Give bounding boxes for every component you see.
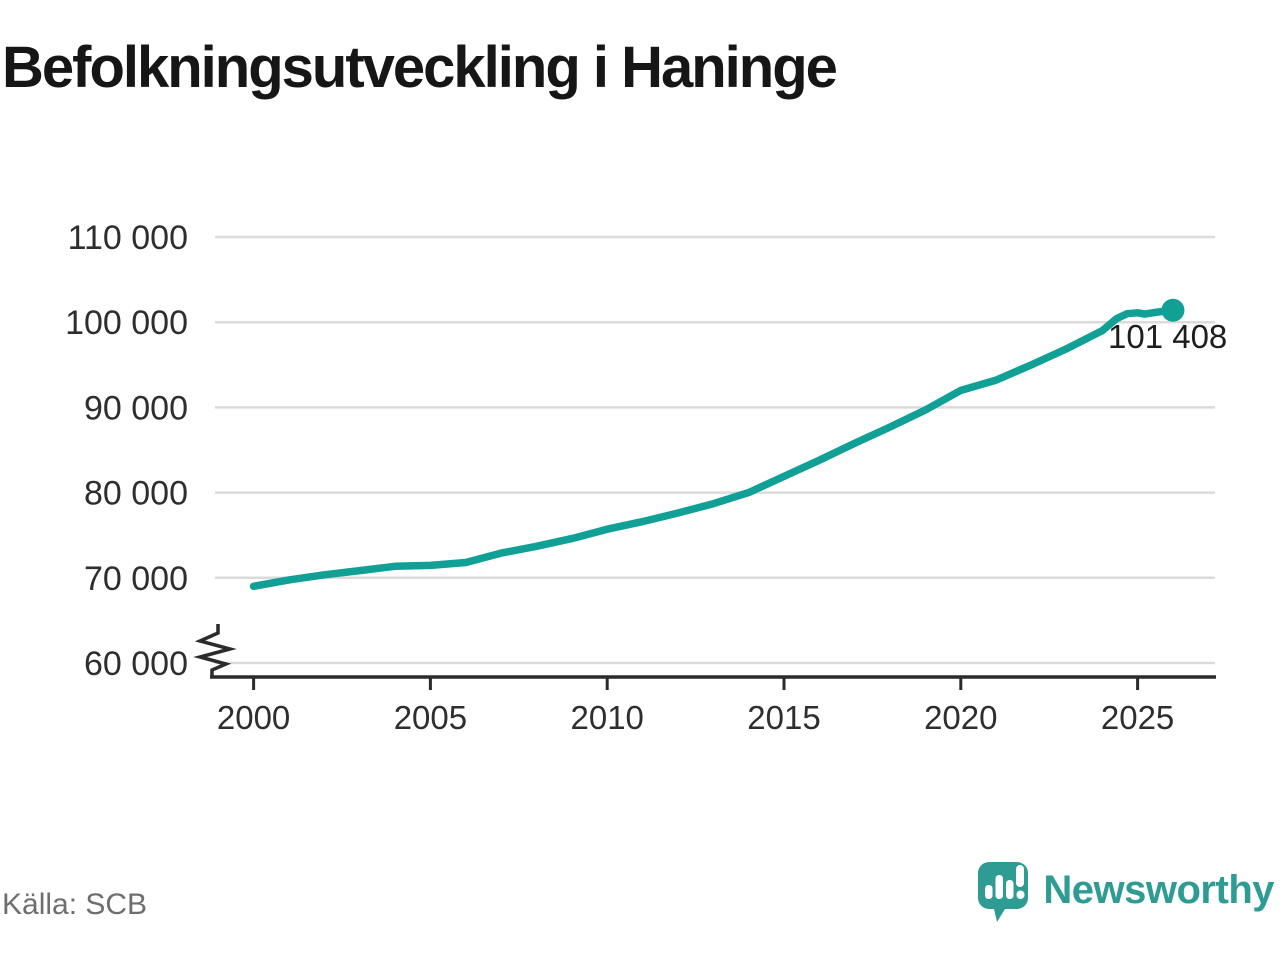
- bar-medium: [1006, 880, 1014, 899]
- x-axis-tick-label: 2005: [394, 699, 467, 736]
- population-line: [249, 306, 1177, 591]
- y-axis-tick-label: 90 000: [84, 389, 188, 427]
- last-point-marker: [1161, 298, 1185, 322]
- y-axis-tick-label: 100 000: [65, 304, 188, 342]
- bar-short: [985, 885, 993, 899]
- last-value-label: 101 408: [1108, 318, 1227, 355]
- y-axis-tick-label: 60 000: [84, 645, 188, 683]
- x-axis-tick-label: 2025: [1101, 699, 1174, 736]
- exclamation-bar: [1016, 865, 1025, 887]
- exclamation-dot: [1016, 890, 1025, 899]
- x-axis-tick-label: 2020: [924, 699, 997, 736]
- y-axis-tick-label: 80 000: [84, 475, 188, 513]
- x-axis-tick-label: 2015: [747, 699, 820, 736]
- x-axis-tick-label: 2010: [570, 699, 643, 736]
- newsworthy-icon: [978, 862, 1029, 922]
- y-axis-tick-label: 70 000: [84, 560, 188, 598]
- newsworthy-wordmark: Newsworthy: [1043, 868, 1274, 912]
- newsworthy-logo: Newsworthy: [977, 860, 1274, 926]
- y-axis-tick-label: 110 000: [68, 219, 188, 257]
- axis-break-icon: [193, 624, 237, 678]
- chart-title: Befolkningsutveckling i Haninge: [2, 35, 838, 100]
- x-axis-tick-label: 2000: [217, 699, 290, 736]
- bar-tall: [995, 875, 1004, 899]
- source-label: Källa: SCB: [2, 888, 148, 921]
